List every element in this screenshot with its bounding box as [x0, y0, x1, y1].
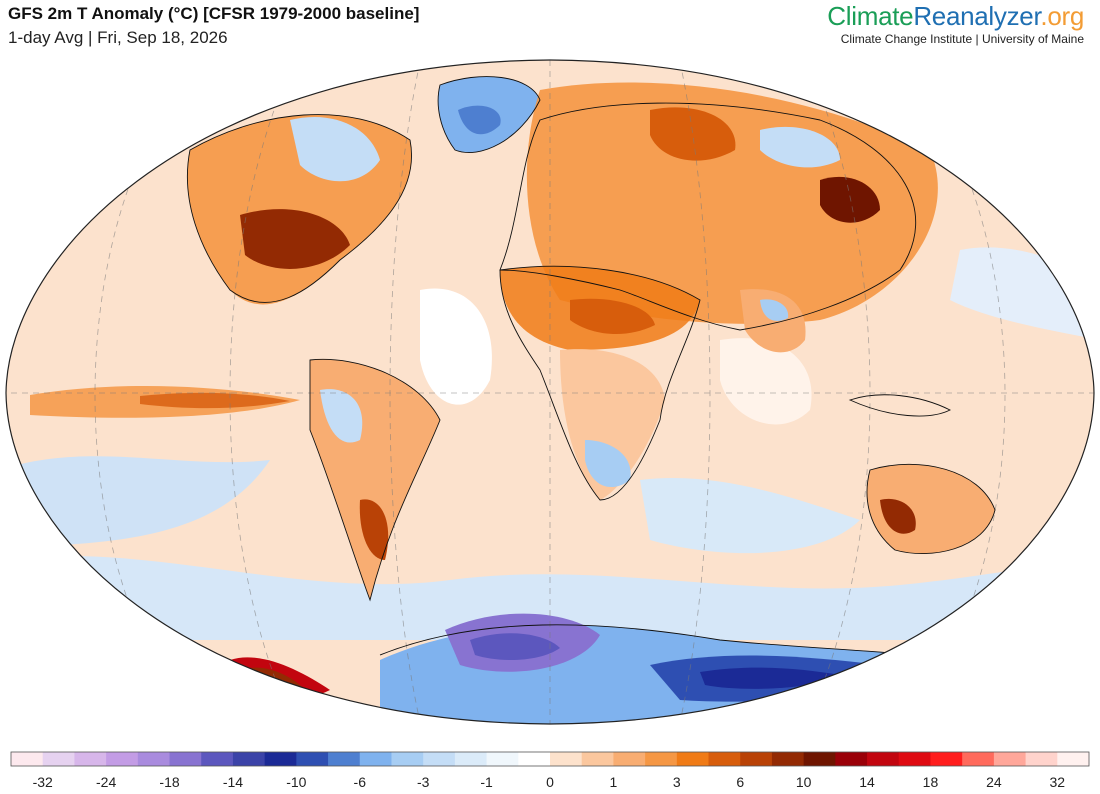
colorbar-swatch — [898, 752, 931, 766]
colorbar-swatch — [201, 752, 234, 766]
map-subtitle: 1-day Avg | Fri, Sep 18, 2026 — [8, 28, 228, 47]
south-america-cool — [320, 389, 363, 443]
eurasia-warm — [526, 82, 938, 324]
colorbar-swatch — [867, 752, 900, 766]
colorbar-swatch — [676, 752, 710, 766]
cool-band-south-indian — [640, 478, 860, 554]
colorbar-swatch — [328, 752, 361, 766]
colorbar-swatch — [708, 752, 741, 766]
colorbar-tick-label: -32 — [33, 774, 53, 790]
ross-sea-warm — [760, 694, 850, 724]
warm-core-pacific — [140, 392, 290, 409]
brand-logo[interactable]: ClimateReanalyzer.org — [827, 1, 1084, 31]
colorbar-swatch — [930, 752, 963, 766]
colorbar-swatch — [1025, 752, 1058, 766]
usa-hotspot — [240, 209, 350, 269]
colorbar-swatch — [518, 752, 551, 766]
russia-hot-core — [650, 107, 736, 161]
colorbar-swatch — [993, 752, 1027, 766]
cool-band-southern-ocean — [6, 555, 1094, 640]
central-asia-cool — [760, 126, 840, 168]
colorbar-swatch — [391, 752, 424, 766]
southern-africa-cool — [585, 440, 631, 488]
logo-part-org: .org — [1040, 1, 1084, 31]
colorbar-swatch — [581, 752, 614, 766]
colorbar-tick-label: 1 — [610, 774, 618, 790]
map-title: GFS 2m T Anomaly (°C) [CFSR 1979-2000 ba… — [8, 4, 420, 23]
colorbar-tick-label: 24 — [986, 774, 1002, 790]
greenland-cold-core — [458, 105, 501, 135]
colorbar-swatch — [232, 752, 266, 766]
colorbar-swatch — [454, 752, 488, 766]
canada-cool — [290, 116, 380, 182]
siberia-hotspot — [820, 176, 880, 223]
logo-part-reanalyzer: Reanalyzer — [913, 1, 1041, 31]
anomaly-map — [5, 59, 1095, 725]
colorbar-swatch — [11, 752, 44, 766]
colorbar-swatch — [137, 752, 171, 766]
colorbar-swatch — [1057, 752, 1090, 766]
colorbar-tick-label: 18 — [923, 774, 939, 790]
colorbar-swatch — [359, 752, 392, 766]
colorbar-tick-label: -1 — [480, 774, 493, 790]
neutral-band-indian — [720, 338, 812, 425]
colorbar-swatch — [550, 752, 583, 766]
graticule — [6, 60, 1094, 724]
colorbar-swatch — [74, 752, 107, 766]
india-cool-patch — [760, 299, 789, 321]
brand-tagline: Climate Change Institute | University of… — [840, 32, 1084, 46]
colorbar: -32 -24 -18 -14 -10 -6 -3 -1 0 1 3 6 10 14 18 24 32 — [10, 751, 1090, 790]
colorbar-swatch — [423, 752, 456, 766]
colorbar-swatch — [771, 752, 805, 766]
colorbar-tick-label: 6 — [736, 774, 744, 790]
colorbar-tick-label: -18 — [159, 774, 179, 790]
colorbar-tick-label: 10 — [796, 774, 812, 790]
colorbar-tick-label: 0 — [546, 774, 554, 790]
cool-band-south-pacific — [6, 456, 270, 545]
colorbar-swatch — [835, 752, 868, 766]
colorbar-swatch — [645, 752, 678, 766]
colorbar-swatch — [962, 752, 995, 766]
colorbar-swatch — [42, 752, 75, 766]
patagonia-hotspot — [359, 499, 389, 560]
brand-block: ClimateReanalyzer.org Climate Change Ins… — [827, 1, 1084, 46]
colorbar-swatch — [264, 752, 297, 766]
east-antarctic-cold-center — [700, 667, 840, 689]
colorbar-swatch — [740, 752, 773, 766]
india-warm — [740, 289, 806, 353]
colorbar-tick-label: -24 — [96, 774, 116, 790]
colorbar-tick-label: 32 — [1050, 774, 1066, 790]
sahara-hotspot — [570, 298, 655, 335]
colorbar-border — [10, 751, 1090, 767]
colorbar-swatch — [169, 752, 202, 766]
colorbar-tick-label: -14 — [223, 774, 243, 790]
coastlines — [186, 76, 996, 663]
map-field — [6, 60, 1094, 724]
colorbar-swatch — [613, 752, 646, 766]
colorbar-tick-label: 14 — [859, 774, 875, 790]
neutral-band-atlantic — [420, 288, 492, 405]
logo-part-climate: Climate — [827, 1, 914, 31]
weddell-cold-center — [470, 633, 560, 661]
colorbar-swatch — [106, 752, 139, 766]
australia-hotspot — [880, 498, 916, 534]
colorbar-tick-label: -3 — [417, 774, 430, 790]
globe-outline — [5, 59, 1095, 725]
colorbar-swatch — [803, 752, 836, 766]
colorbar-tick-label: -6 — [354, 774, 367, 790]
colorbar-swatch — [296, 752, 329, 766]
colorbar-tick-label: -10 — [286, 774, 306, 790]
colorbar-swatch — [486, 752, 519, 766]
colorbar-tick-label: 3 — [673, 774, 681, 790]
